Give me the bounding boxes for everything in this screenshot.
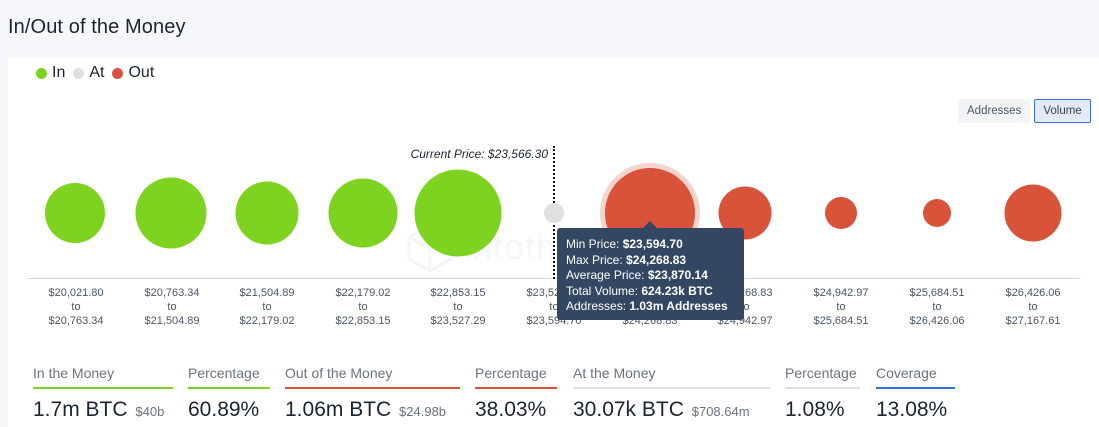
bubble-out-11[interactable] [1004,184,1062,242]
legend-label-at: At [89,64,105,81]
addresses-toggle-button[interactable]: Addresses [958,99,1031,123]
legend-item-at[interactable]: At [73,64,104,82]
legend-label-in: In [52,64,66,81]
in-dot-icon [36,67,47,79]
legend-item-in[interactable]: In [36,64,65,82]
metric-toggle: Addresses Volume [958,99,1091,123]
x-tick-label: $20,763.34 to $21,504.89 [144,287,200,327]
bubble-tooltip: Min Price: $23,594.70 Max Price: $24,268… [557,221,744,320]
bubble-in-2[interactable] [135,177,207,249]
bubble-in-4[interactable] [328,178,398,248]
at-dot-icon [73,67,85,79]
summary-stats: In the Money 1.7m BTC $40b Percentage 60… [0,364,1099,427]
chart-legend: In At Out [36,64,162,82]
tooltip-addresses: Addresses: 1.03m Addresses [566,299,728,313]
x-tick-label: $26,426.06 to $27,167.61 [1005,287,1061,327]
volume-toggle-button[interactable]: Volume [1034,99,1091,123]
tooltip-min-price: Min Price: $23,594.70 [566,237,683,251]
stat-out-of-the-money: Out of the Money 1.06m BTC $24.98b [285,364,460,424]
tooltip-average-price: Average Price: $23,870.14 [566,268,708,282]
tooltip-max-price: Max Price: $24,268.83 [566,252,687,267]
x-tick-label: $25,684.51 to $26,426.06 [909,287,965,327]
x-tick-label: $20,021.80 to $20,763.34 [48,287,104,327]
stat-out-percentage: Percentage 38.03% [475,364,557,422]
stat-in-the-money: In the Money 1.7m BTC $40b [33,364,173,424]
stat-in-percentage: Percentage 60.89% [188,364,270,422]
page-title: In/Out of the Money [8,16,186,38]
legend-label-out: Out [128,64,155,81]
legend-item-out[interactable]: Out [112,64,154,82]
current-price-label: Current Price: $23,566.30 [410,147,548,161]
bubble-out-9[interactable] [825,197,857,229]
stat-coverage: Coverage 13.08% [876,364,955,422]
bubble-in-3[interactable] [235,181,299,245]
x-tick-label: $22,853.15 to $23,527.29 [430,287,486,327]
tooltip-total-volume: Total Volume: 624.23k BTC [566,283,713,298]
stat-at-percentage: Percentage 1.08% [785,364,860,422]
stat-at-the-money: At the Money 30.07k BTC $708.64m [573,364,770,424]
bubble-in-1[interactable] [45,183,105,243]
x-tick-label: $24,942.97 to $25,684.51 [813,287,869,327]
bubble-at-6[interactable] [544,203,564,223]
x-tick-label: $21,504.89 to $22,179.02 [239,287,295,327]
bubble-chart: intotheblock Current Price: $23,566.30 $… [28,146,1080,327]
bubble-out-10[interactable] [923,199,951,227]
out-dot-icon [112,67,124,79]
bubble-in-5[interactable] [414,169,502,257]
x-tick-label: $22,179.02 to $22,853.15 [335,287,391,327]
